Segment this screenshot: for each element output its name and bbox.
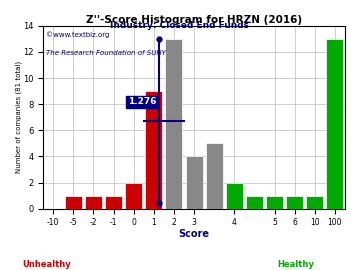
Bar xyxy=(266,196,283,209)
Text: Healthy: Healthy xyxy=(277,260,314,269)
Text: ©www.textbiz.org: ©www.textbiz.org xyxy=(46,31,109,38)
Bar xyxy=(185,156,203,209)
Bar xyxy=(226,183,243,209)
Bar xyxy=(246,196,263,209)
Bar xyxy=(145,91,162,209)
Text: Unhealthy: Unhealthy xyxy=(22,260,71,269)
Text: 1.276: 1.276 xyxy=(128,97,156,106)
Bar xyxy=(85,196,102,209)
Bar xyxy=(165,39,183,209)
Bar xyxy=(105,196,122,209)
Bar xyxy=(306,196,323,209)
Bar xyxy=(125,183,142,209)
Text: The Research Foundation of SUNY: The Research Foundation of SUNY xyxy=(46,50,166,56)
Y-axis label: Number of companies (81 total): Number of companies (81 total) xyxy=(15,61,22,173)
Bar xyxy=(65,196,82,209)
Bar xyxy=(206,143,223,209)
Title: Z''-Score Histogram for HRZN (2016): Z''-Score Histogram for HRZN (2016) xyxy=(86,15,302,25)
Text: Industry: Closed End Funds: Industry: Closed End Funds xyxy=(111,21,249,30)
X-axis label: Score: Score xyxy=(179,229,210,239)
Bar xyxy=(327,39,343,209)
Bar xyxy=(286,196,303,209)
